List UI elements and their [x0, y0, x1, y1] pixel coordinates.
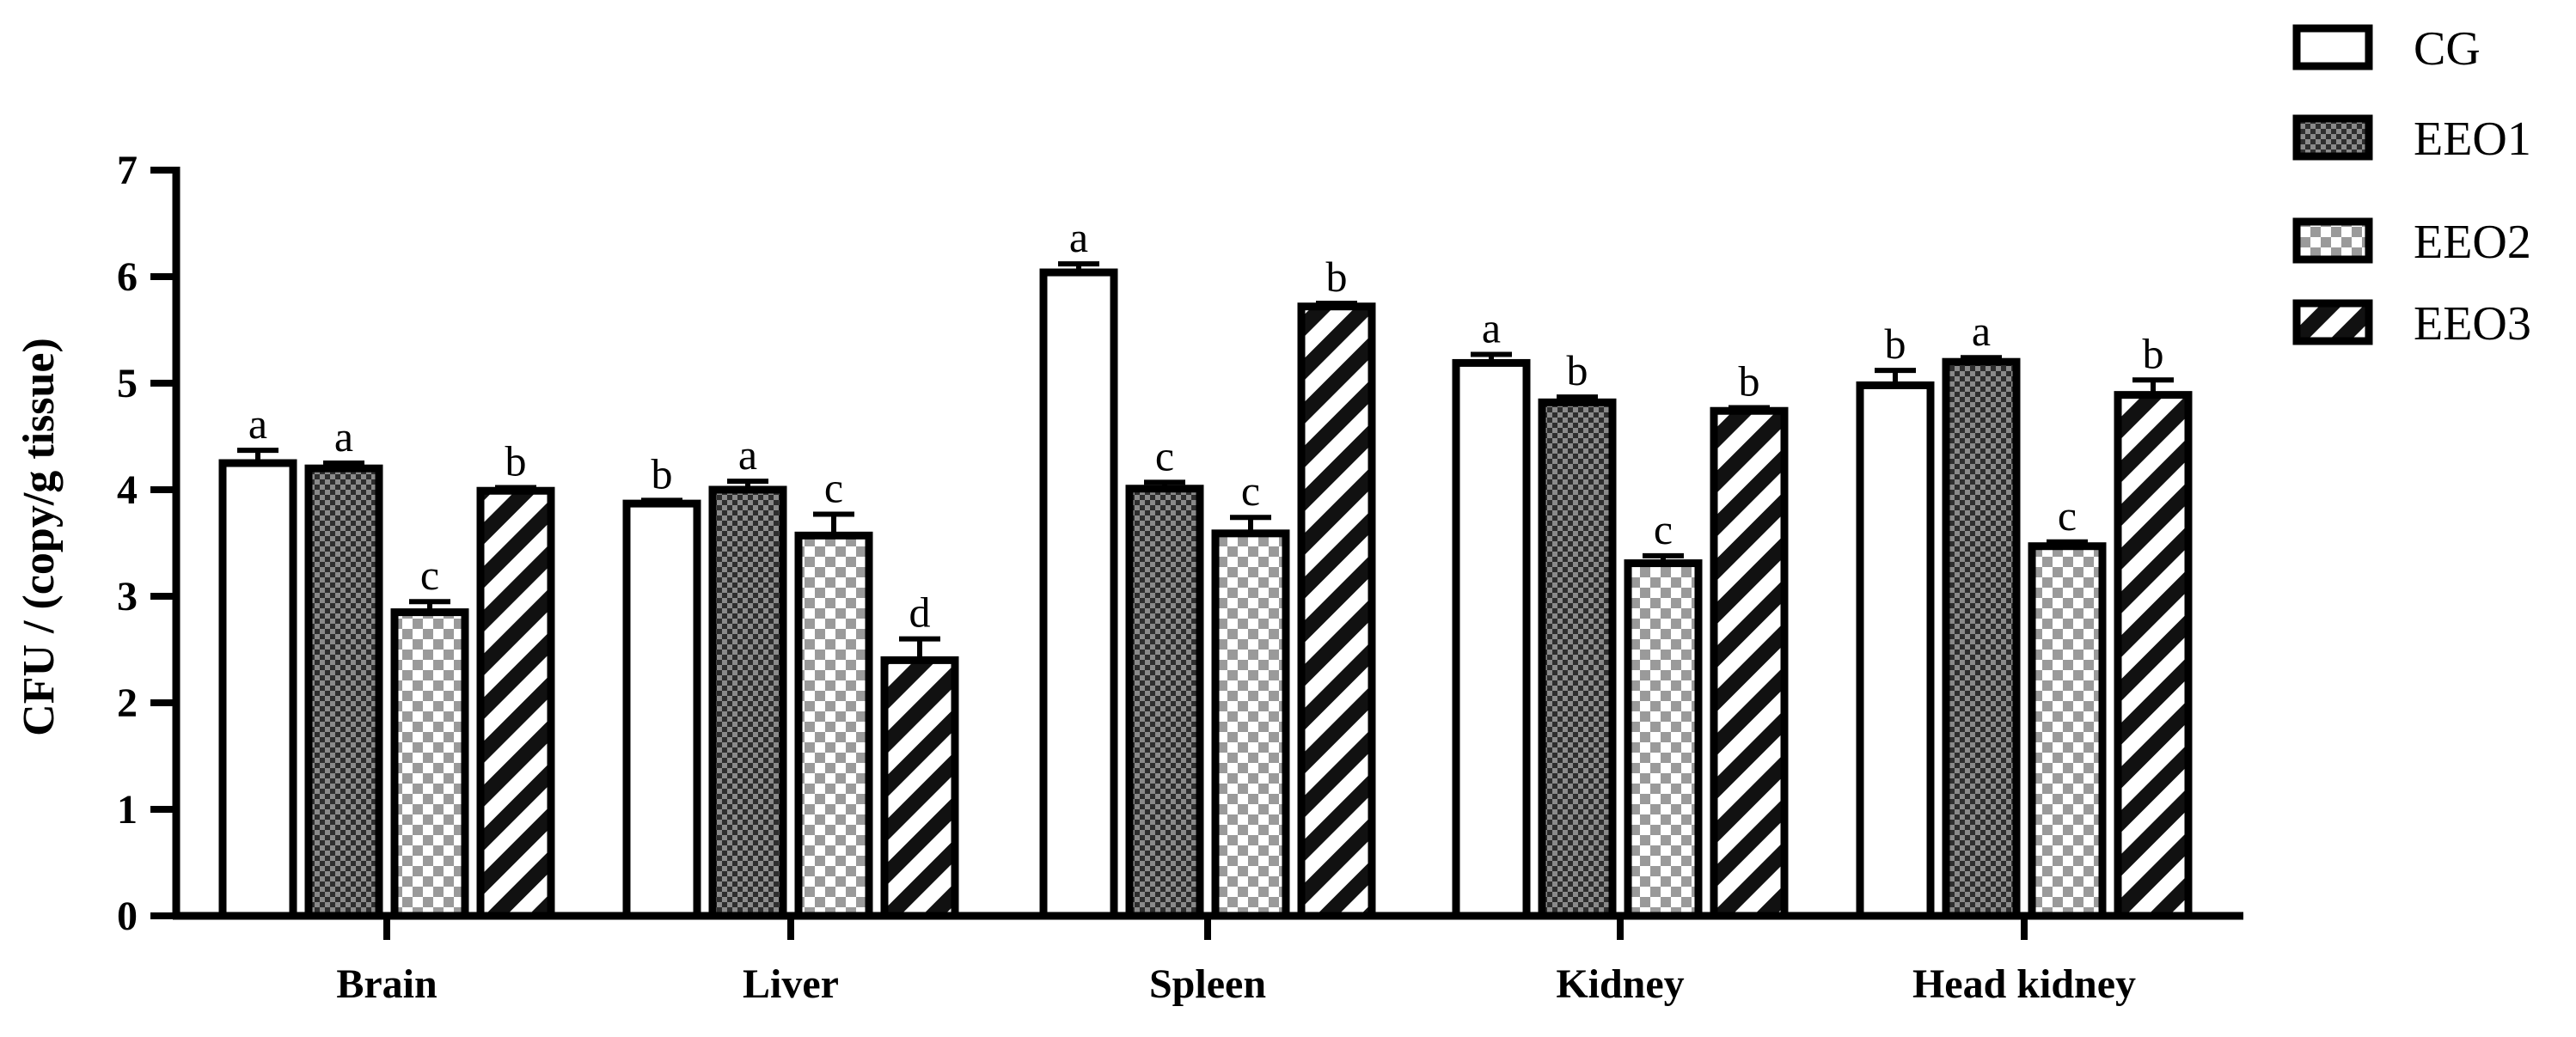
bar-eeo2-brain	[390, 608, 469, 920]
x-tick-label-3: Kidney	[1556, 961, 1684, 1007]
bar-eeo1-head-kidney	[1942, 357, 2021, 920]
bar-eeo2-liver	[794, 531, 873, 920]
significance-letter-eeo3-4: b	[2143, 329, 2164, 377]
bar-eeo2-head-kidney	[2028, 542, 2107, 920]
bar-eeo3-kidney	[1710, 406, 1789, 920]
bar-cg-brain	[218, 459, 297, 920]
y-tick-label-1: 1	[117, 787, 138, 833]
significance-letter-eeo2-2: c	[1241, 467, 1260, 515]
x-tick-label-2: Spleen	[1149, 961, 1266, 1007]
y-tick-label-0: 0	[117, 894, 138, 939]
legend-swatch-eeo1	[2292, 114, 2373, 161]
legend-swatch-cg	[2292, 24, 2373, 70]
legend-label-eeo3: EEO3	[2414, 297, 2531, 351]
significance-letter-eeo2-4: c	[2058, 491, 2077, 540]
bar-eeo1-liver	[708, 485, 787, 920]
bar-eeo1-spleen	[1125, 485, 1204, 920]
significance-letter-cg-2: a	[1069, 213, 1088, 261]
significance-letter-eeo1-1: a	[738, 430, 757, 479]
significance-letter-cg-4: b	[1885, 320, 1906, 368]
bar-cg-liver	[622, 499, 701, 920]
significance-letter-eeo1-3: b	[1567, 346, 1588, 394]
legend-label-eeo1: EEO1	[2414, 113, 2531, 166]
significance-letter-eeo3-1: d	[909, 589, 931, 637]
y-tick-label-2: 2	[117, 680, 138, 726]
significance-letter-eeo2-0: c	[420, 551, 439, 599]
y-axis-title-group: CFU / (copy/g tissue)	[15, 338, 64, 736]
legend-swatch-eeo3	[2292, 299, 2373, 345]
significance-letter-eeo1-0: a	[334, 412, 353, 461]
significance-letter-eeo1-2: c	[1155, 431, 1174, 479]
legend: CG EEO1 EEO2 EEO3	[2292, 22, 2531, 351]
significance-letter-eeo3-0: b	[505, 437, 527, 485]
legend-swatch-eeo2	[2292, 217, 2373, 264]
bars: a b a a b a a c b a c c c c c b d b b b	[218, 213, 2193, 920]
y-tick-label-5: 5	[117, 361, 138, 406]
y-axis-title: CFU / (copy/g tissue)	[15, 338, 64, 736]
significance-letter-eeo2-1: c	[824, 464, 843, 512]
y-tick-label-4: 4	[117, 467, 138, 513]
x-tick-label-0: Brain	[336, 961, 437, 1007]
significance-letter-eeo3-2: b	[1326, 253, 1348, 301]
y-tick-label-3: 3	[117, 574, 138, 619]
bar-cg-kidney	[1452, 358, 1531, 920]
bar-eeo2-spleen	[1211, 529, 1290, 920]
bar-cg-head-kidney	[1856, 381, 1935, 920]
y-tick-label-7: 7	[117, 148, 138, 193]
significance-letter-eeo3-3: b	[1739, 357, 1760, 406]
y-tick-label-6: 6	[117, 254, 138, 300]
significance-letter-eeo2-3: c	[1654, 505, 1673, 553]
bar-eeo1-brain	[304, 464, 383, 920]
bar-eeo3-head-kidney	[2114, 391, 2193, 920]
significance-letter-cg-3: a	[1482, 304, 1501, 352]
bar-eeo3-liver	[880, 656, 959, 920]
significance-letter-eeo1-4: a	[1972, 307, 1991, 355]
legend-label-eeo2: EEO2	[2414, 216, 2531, 269]
bar-cg-spleen	[1039, 268, 1118, 920]
bar-eeo1-kidney	[1538, 398, 1617, 920]
bar-eeo2-kidney	[1624, 559, 1703, 920]
legend-label-cg: CG	[2414, 22, 2481, 76]
x-tick-label-4: Head kidney	[1912, 961, 2136, 1007]
x-tick-label-1: Liver	[743, 961, 839, 1007]
significance-letter-cg-1: b	[652, 449, 673, 497]
bar-eeo3-spleen	[1297, 302, 1376, 920]
significance-letter-cg-0: a	[248, 400, 267, 448]
bar-eeo3-brain	[476, 486, 555, 920]
